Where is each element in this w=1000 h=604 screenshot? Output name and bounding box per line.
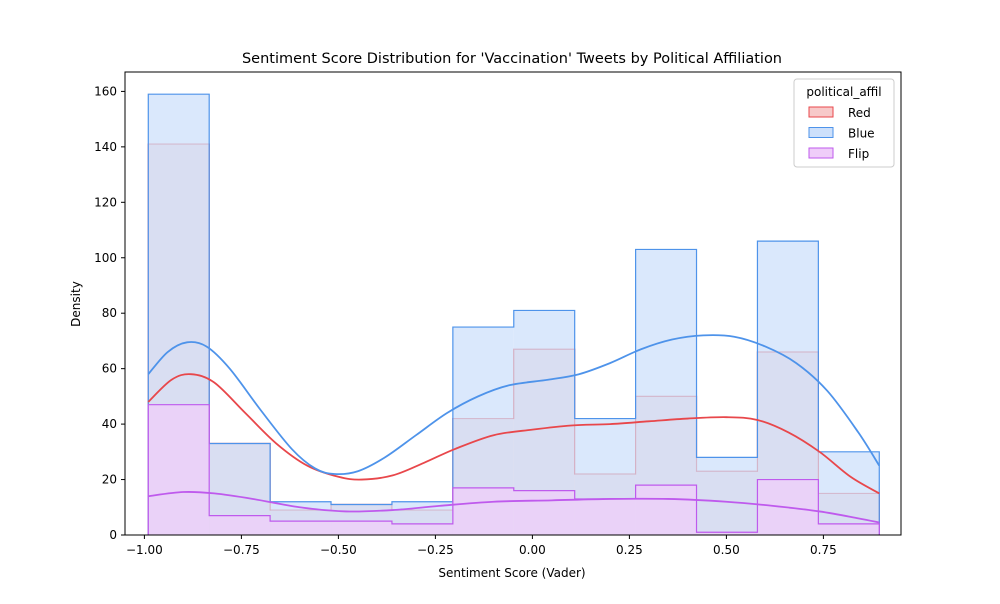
- plot-frame: [124, 71, 902, 536]
- y-tick-label: 60: [102, 362, 117, 376]
- y-tick-label: 20: [102, 473, 117, 487]
- x-tick-label: −0.25: [417, 543, 454, 557]
- legend-entries: Red Blue Flip: [808, 106, 875, 161]
- legend-box: [793, 78, 895, 168]
- bar-flip: [696, 532, 758, 535]
- bar-flip: [391, 523, 453, 535]
- x-tick-label: 0.50: [713, 543, 740, 557]
- legend-title: political_affil: [806, 85, 881, 99]
- legend-label-flip: Flip: [848, 147, 869, 161]
- x-tick-label: −1.00: [126, 543, 163, 557]
- y-axis-label: Density: [69, 281, 83, 327]
- y-tick-label: 160: [94, 84, 117, 98]
- y-tick-label: 120: [94, 195, 117, 209]
- x-tick-label: −0.50: [320, 543, 357, 557]
- y-tick-label: 40: [102, 417, 117, 431]
- legend-swatch-red: [808, 106, 834, 118]
- bar-flip: [148, 404, 210, 535]
- bar-flip: [513, 490, 575, 535]
- bar-flip: [818, 523, 880, 535]
- legend-swatch-blue: [808, 127, 834, 138]
- legend-label-blue: Blue: [848, 127, 875, 141]
- x-axis-ticks: −1.00 −0.75 −0.50 −0.25 0.00 0.25 0.50 0.75: [126, 535, 837, 557]
- bar-blue: [696, 457, 758, 535]
- y-tick-label: 140: [94, 140, 117, 154]
- y-tick-label: 0: [109, 528, 117, 542]
- kde-curves: [147, 334, 881, 524]
- bar-flip: [209, 515, 271, 535]
- x-tick-label: −0.75: [223, 543, 260, 557]
- bar-flip: [452, 487, 514, 535]
- x-axis-label: Sentiment Score (Vader): [438, 566, 585, 580]
- bar-flip: [270, 521, 332, 535]
- histogram-bars: [147, 93, 880, 536]
- step-outline-flip: [147, 404, 880, 535]
- legend-label-red: Red: [848, 106, 871, 120]
- y-tick-label: 80: [102, 306, 117, 320]
- chart-title: Sentiment Score Distribution for 'Vaccin…: [242, 51, 782, 67]
- kde-line-blue: [147, 334, 881, 476]
- x-tick-label: 0.75: [810, 543, 837, 557]
- bar-flip: [635, 485, 697, 535]
- x-tick-label: 0.00: [519, 543, 546, 557]
- series-flip-bars: [147, 404, 880, 535]
- y-axis-ticks: 0 20 40 60 80 100 120 140 160: [94, 84, 125, 542]
- kde-line-flip: [148, 490, 880, 524]
- x-tick-label: 0.25: [616, 543, 643, 557]
- kde-line-red: [147, 373, 880, 495]
- bar-flip: [574, 498, 636, 535]
- legend: political_affil Red Blue Flip: [793, 78, 895, 168]
- step-outline-blue: [147, 93, 880, 535]
- bar-blue: [818, 451, 880, 535]
- y-tick-label: 100: [94, 251, 117, 265]
- legend-swatch-flip: [808, 147, 834, 159]
- bar-flip: [331, 521, 392, 535]
